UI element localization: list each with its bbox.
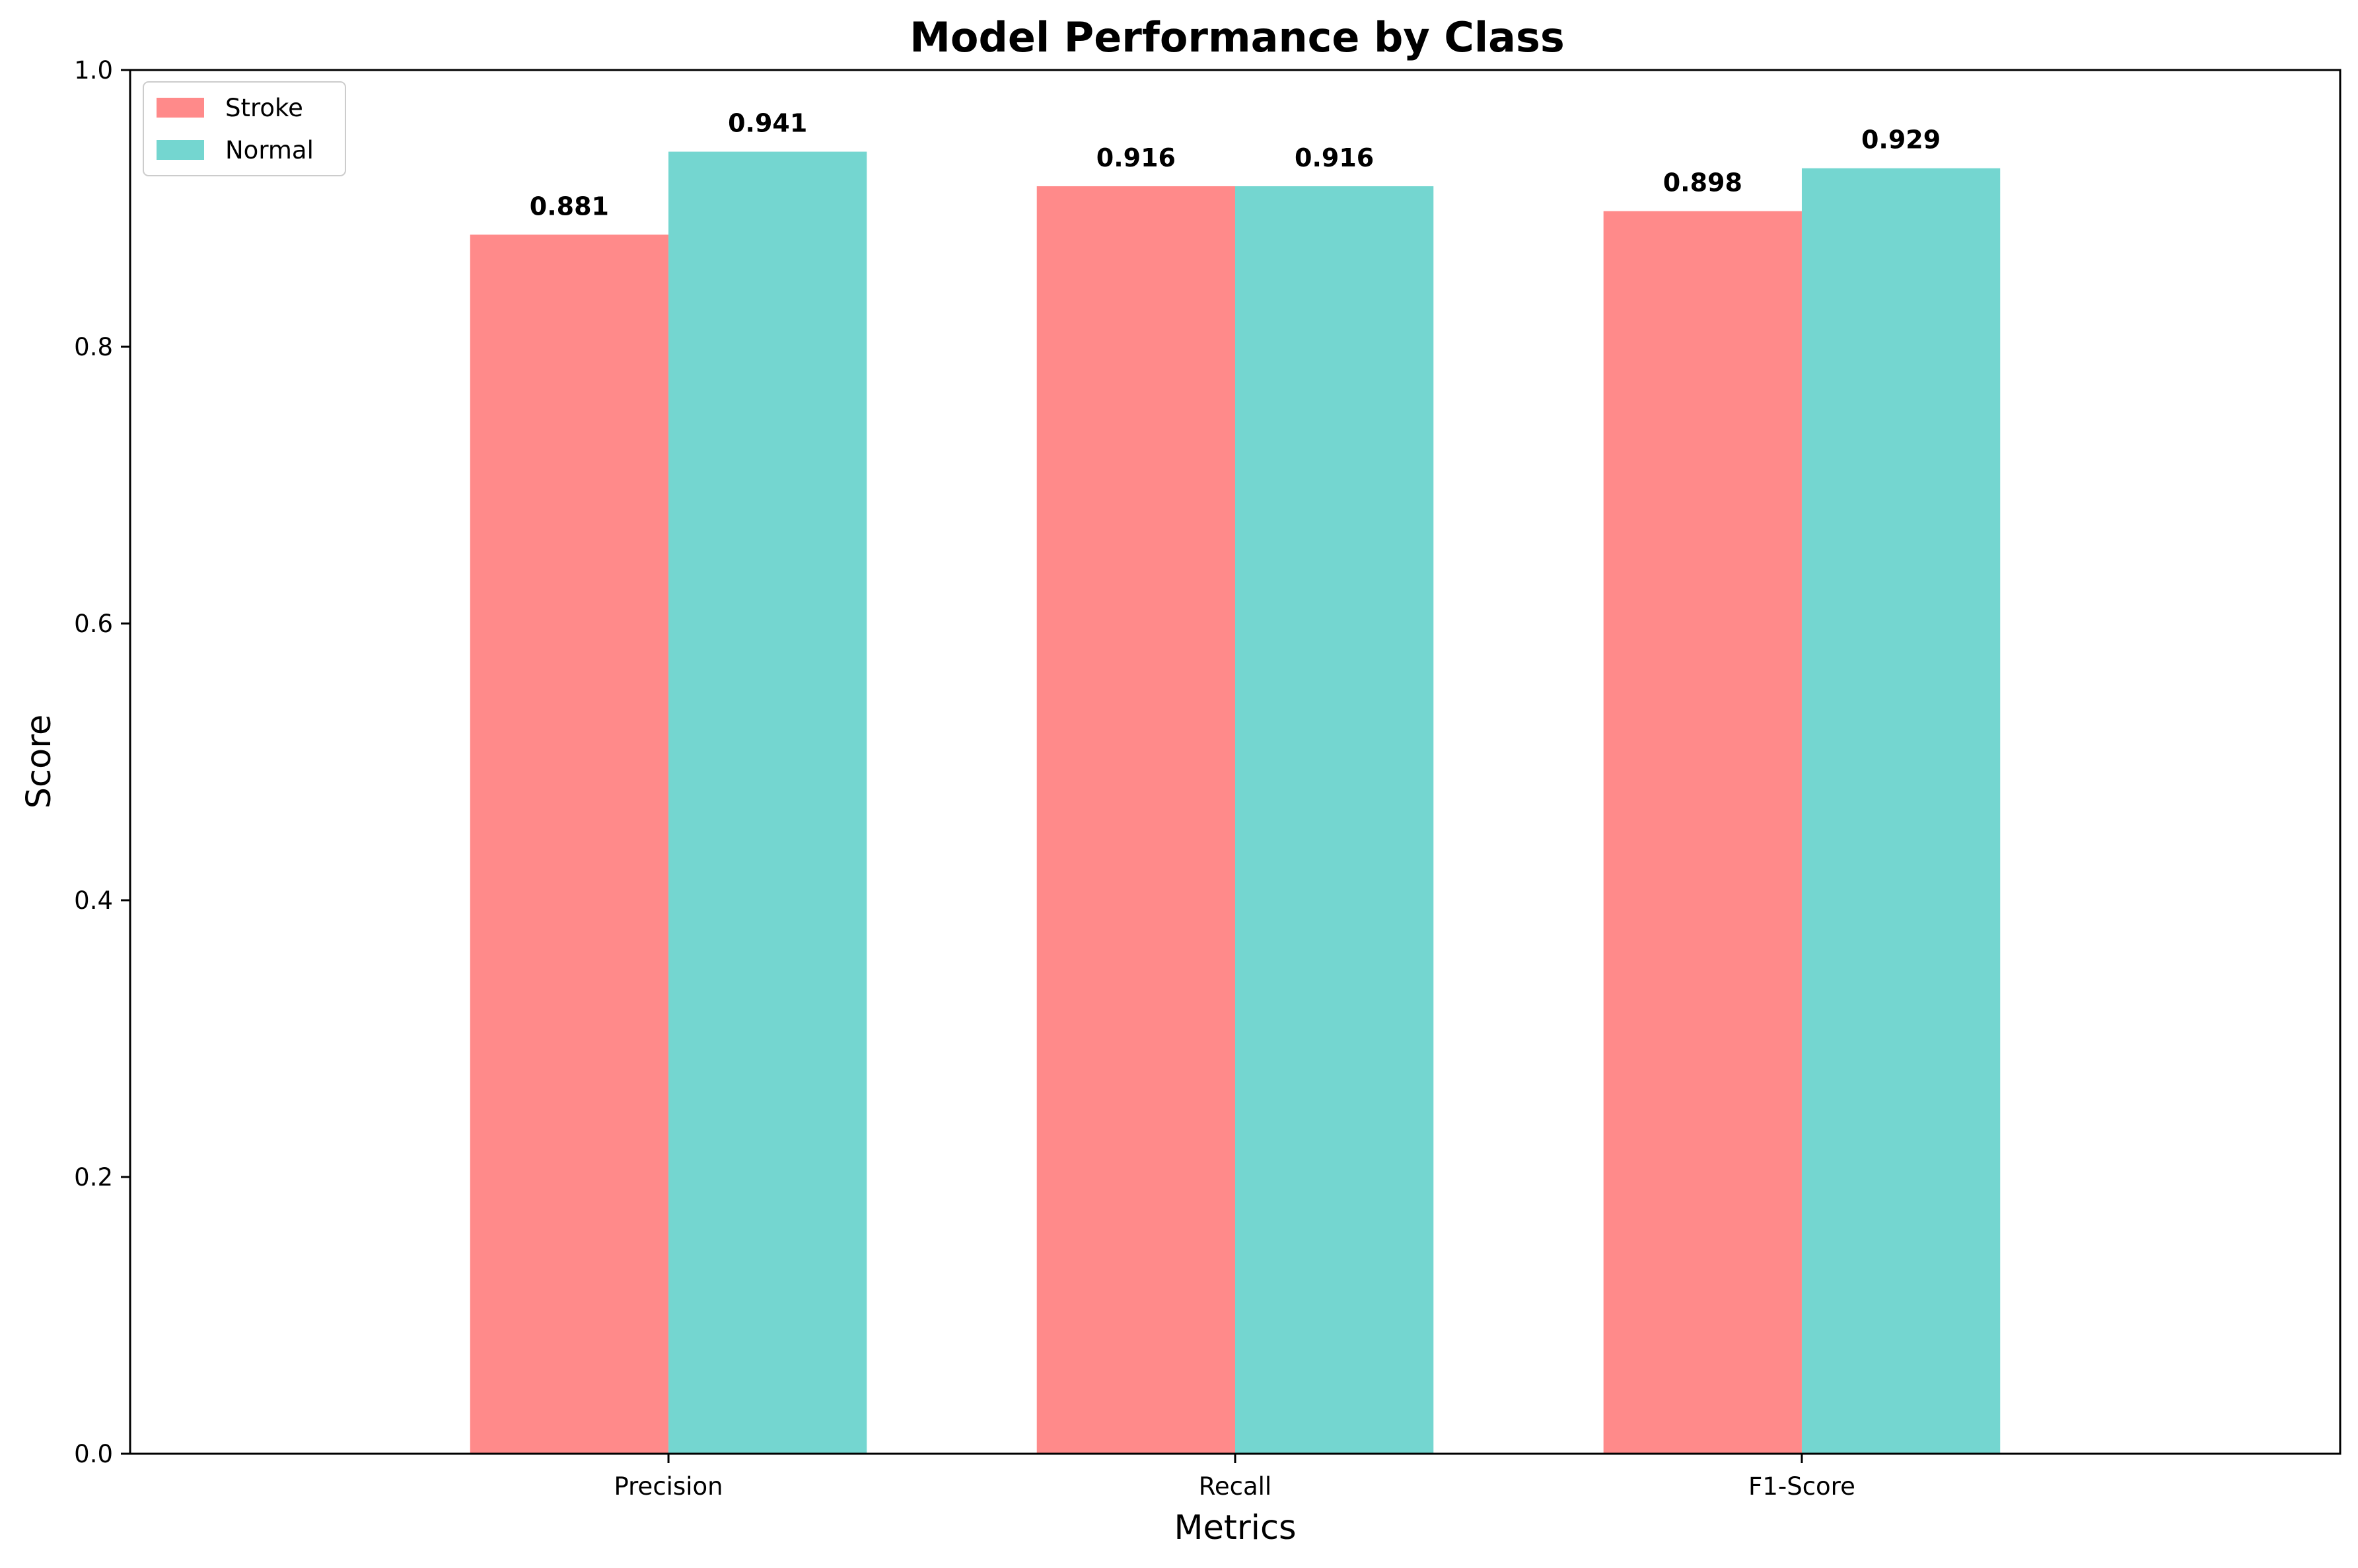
x-axis: Precision Recall F1-Score — [614, 1454, 1855, 1501]
y-tick-label: 1.0 — [74, 56, 113, 85]
y-axis-label: Score — [20, 715, 59, 809]
x-tick-label-precision: Precision — [614, 1472, 723, 1501]
x-tick-label-f1-score: F1-Score — [1748, 1472, 1855, 1501]
bar-normal-f1-score — [1801, 168, 2001, 1454]
bar-stroke-f1-score — [1603, 211, 1802, 1454]
legend[interactable]: Stroke Normal — [143, 81, 346, 176]
y-tick-label: 0.8 — [74, 333, 113, 361]
y-tick-label: 0.4 — [74, 886, 113, 915]
data-label-stroke-recall: 0.916 — [1096, 143, 1176, 172]
chart-title: Model Performance by Class — [910, 13, 1565, 61]
legend-label-stroke: Stroke — [225, 94, 303, 122]
plot-frame — [129, 69, 2341, 1455]
data-label-normal-recall: 0.916 — [1295, 143, 1374, 172]
y-tick-label: 0.2 — [74, 1163, 113, 1192]
y-tick-label: 0.0 — [74, 1440, 113, 1468]
legend-label-normal: Normal — [225, 136, 314, 164]
bar-normal-precision — [668, 151, 867, 1454]
x-tick-label-recall: Recall — [1199, 1472, 1271, 1501]
x-axis-label: Metrics — [1174, 1509, 1296, 1548]
bar-normal-recall — [1235, 186, 1434, 1454]
data-label-stroke-precision: 0.881 — [530, 192, 609, 221]
data-label-normal-f1-score: 0.929 — [1861, 125, 1941, 155]
y-tick-label: 0.6 — [74, 610, 113, 638]
data-label-stroke-f1-score: 0.898 — [1663, 168, 1742, 197]
bar-stroke-recall — [1036, 186, 1235, 1454]
data-label-normal-precision: 0.941 — [728, 109, 807, 138]
legend-swatch-stroke — [157, 98, 204, 118]
y-axis: 0.0 0.2 0.4 0.6 0.8 1.0 — [74, 56, 130, 1468]
bar-stroke-precision — [470, 234, 669, 1454]
data-labels-layer: 0.881 0.916 0.898 0.941 0.916 0.929 — [530, 109, 1941, 221]
legend-swatch-normal — [157, 140, 204, 160]
bars-layer — [470, 151, 2001, 1454]
